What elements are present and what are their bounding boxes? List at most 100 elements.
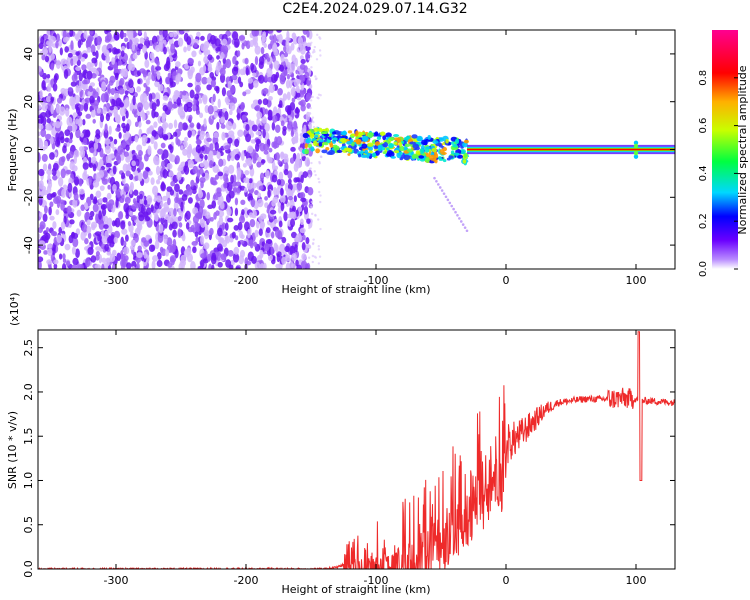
noise-cell (80, 263, 84, 269)
noise-cell (123, 151, 130, 158)
noise-cell (265, 239, 273, 245)
noise-cell (39, 211, 43, 218)
noise-cell (217, 98, 221, 109)
signal-cell (325, 146, 330, 151)
noise-cell (160, 160, 166, 168)
noise-cell (209, 160, 214, 169)
noise-cell (319, 54, 322, 57)
signal-cell (385, 132, 392, 138)
noise-cell (39, 71, 44, 76)
noise-cell (188, 143, 193, 154)
noise-cell (45, 133, 52, 140)
spectrogram-marks (38, 30, 675, 269)
noise-cell (42, 163, 48, 172)
noise-cell (138, 161, 144, 171)
noise-cell (248, 212, 254, 218)
noise-cell (289, 261, 294, 269)
signal-cell (409, 141, 417, 145)
noise-cell (103, 224, 109, 230)
noise-cell (67, 182, 73, 193)
noise-cell (46, 117, 51, 124)
noise-cell (154, 92, 161, 102)
noise-cell (299, 227, 306, 234)
noise-cell (157, 84, 164, 92)
noise-cell (305, 237, 310, 245)
noise-cell (168, 223, 173, 231)
noise-cell (225, 235, 231, 244)
noise-cell (264, 75, 268, 82)
noise-cell (100, 93, 107, 103)
noise-cell (65, 260, 71, 267)
noise-cell (48, 264, 53, 269)
noise-cell (190, 179, 195, 188)
noise-cell (257, 192, 262, 199)
noise-cell (279, 194, 286, 204)
noise-cell (227, 217, 234, 223)
signal-cell (442, 146, 447, 152)
noise-cell (163, 234, 168, 244)
noise-cell (198, 186, 202, 195)
noise-cell (243, 187, 248, 193)
noise-cell (261, 116, 267, 124)
noise-cell (289, 157, 295, 164)
noise-cell (169, 255, 177, 263)
noise-cell (89, 82, 96, 87)
noise-cell (208, 263, 213, 269)
noise-cell (293, 195, 297, 203)
noise-cell (153, 111, 159, 118)
signal-cell (425, 156, 430, 163)
noise-cell (280, 201, 285, 212)
noise-cell (272, 115, 278, 123)
noise-cell (263, 43, 267, 49)
noise-cell (317, 262, 321, 265)
noise-cell (303, 205, 309, 215)
noise-cell (228, 95, 234, 100)
noise-cell (49, 35, 56, 43)
noise-cell (76, 209, 82, 217)
noise-cell (66, 116, 73, 127)
noise-cell (183, 136, 189, 142)
noise-cell (113, 236, 118, 244)
signal-cell (386, 147, 390, 151)
noise-cell (174, 183, 180, 193)
noise-cell (78, 178, 83, 187)
signal-cell (366, 132, 374, 138)
noise-cell (116, 252, 121, 262)
signal-cell (442, 192, 446, 195)
noise-cell (298, 42, 302, 48)
noise-cell (151, 260, 156, 269)
signal-cell (429, 154, 437, 161)
noise-cell (92, 203, 99, 213)
signal-cell (398, 141, 403, 148)
noise-cell (314, 77, 318, 81)
noise-cell (263, 243, 270, 252)
noise-cell (201, 76, 208, 85)
noise-cell (295, 85, 300, 93)
signal-cell (321, 149, 328, 154)
noise-cell (317, 177, 320, 181)
noise-cell (86, 129, 90, 138)
noise-cell (78, 72, 83, 82)
noise-cell (132, 53, 138, 60)
noise-cell (161, 133, 169, 140)
noise-cell (271, 161, 276, 171)
noise-cell (187, 197, 193, 204)
noise-cell (209, 227, 214, 236)
noise-cell (121, 45, 126, 52)
noise-cell (245, 40, 251, 49)
noise-cell (55, 40, 59, 49)
y-tick-label: 2.5 (22, 339, 35, 357)
noise-cell (80, 132, 84, 138)
noise-cell (278, 33, 283, 44)
noise-cell (151, 72, 156, 82)
noise-cell (276, 30, 282, 33)
noise-cell (153, 141, 158, 150)
noise-cell (121, 194, 125, 201)
noise-cell (215, 210, 220, 216)
noise-cell (199, 112, 204, 119)
noise-cell (105, 162, 112, 168)
noise-cell (302, 234, 306, 241)
noise-cell (272, 34, 277, 44)
snr-xlabel: Height of straight line (km) (281, 583, 430, 596)
signal-cell (304, 143, 308, 149)
